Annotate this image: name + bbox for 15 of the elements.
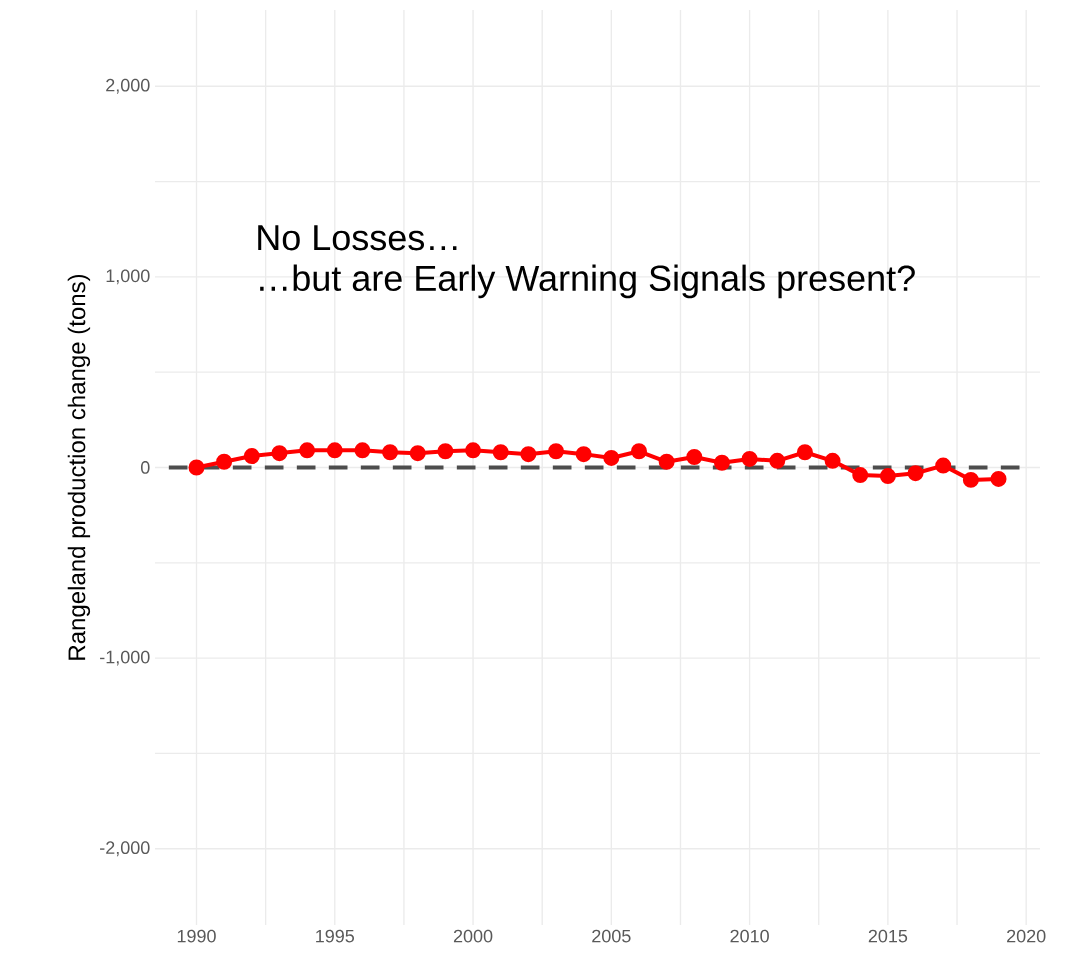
y-tick-label: 0 <box>140 461 150 474</box>
annotation: No Losses… <box>258 225 457 251</box>
x-tick-label: 2005 <box>592 929 631 943</box>
y-tick-label: -1,000 <box>100 650 150 666</box>
y-tick-label: 1,000 <box>106 269 150 285</box>
x-tick-label: 1995 <box>316 929 355 943</box>
y-tick-label: -2,000 <box>100 841 150 857</box>
x-tick-label: 1990 <box>177 929 216 943</box>
x-tick-label: 2020 <box>1007 929 1046 943</box>
annotation: …but are Early Warning Signals present? <box>260 264 915 299</box>
y-axis-title: Rangeland production change (tons) <box>67 274 91 660</box>
x-tick-label: 2000 <box>453 929 493 943</box>
x-tick-label: 2010 <box>730 929 769 943</box>
y-tick-label: 2,000 <box>106 78 150 94</box>
x-tick-label: 2015 <box>868 929 908 943</box>
